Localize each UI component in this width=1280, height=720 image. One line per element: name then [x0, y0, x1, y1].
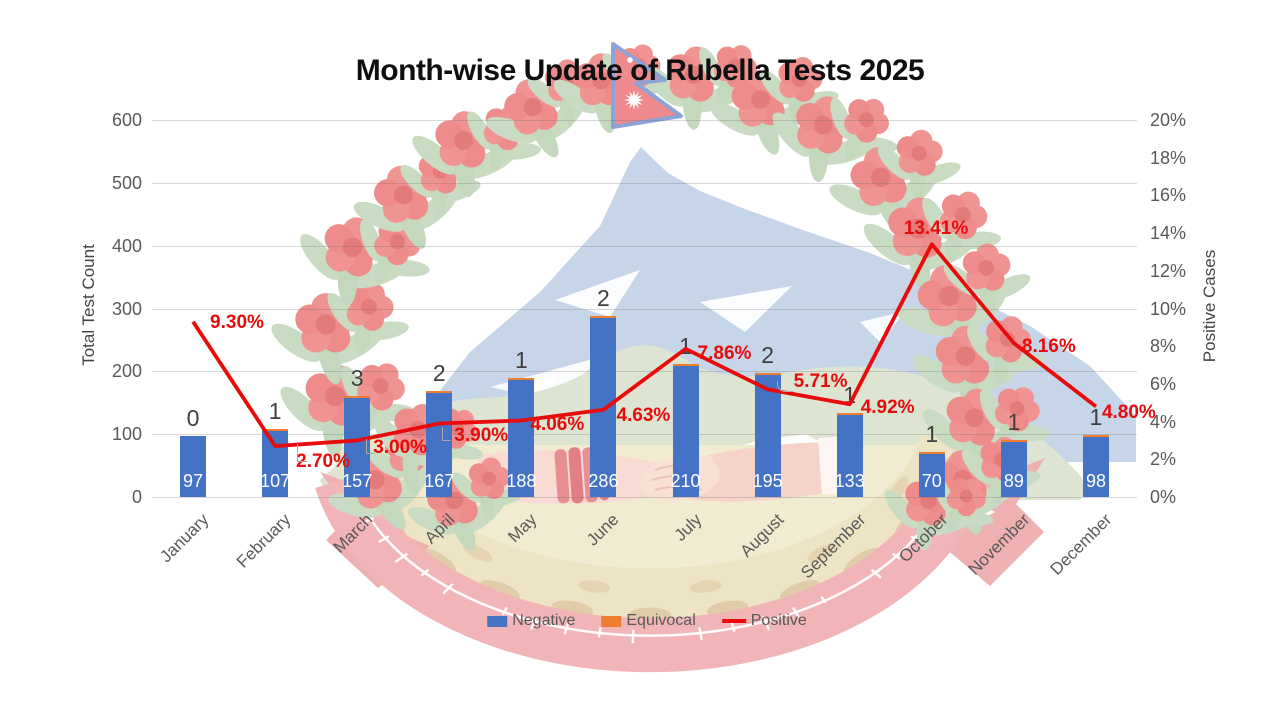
equivocal-count-label: 0	[186, 405, 200, 432]
bar-negative-april	[426, 392, 453, 497]
legend-label: Equivocal	[626, 612, 696, 629]
bar-negative-november	[1000, 442, 1027, 497]
bar-equivocal-july	[672, 364, 699, 367]
equivocal-count-label: 1	[1007, 409, 1021, 436]
label-leader-line	[297, 444, 307, 462]
positive-pct-label-june: 4.63%	[616, 404, 671, 426]
left-axis-tick-label: 400	[111, 235, 142, 256]
equivocal-count-label: 1	[1089, 403, 1103, 430]
bar-value-label: 286	[588, 471, 619, 491]
label-leader-line	[366, 439, 375, 454]
bar-negative-march	[344, 398, 371, 497]
bar-value-label: 195	[752, 471, 783, 491]
gridline	[152, 308, 1137, 310]
bar-value-label: 70	[921, 471, 942, 491]
positive-pct-label-october: 13.41%	[903, 218, 969, 240]
positive-pct-label-august: 5.71%	[793, 371, 848, 393]
bar-negative-january	[180, 436, 207, 497]
bar-value-label: 188	[506, 471, 537, 491]
equivocal-count-label: 2	[432, 359, 446, 386]
bar-equivocal-october	[918, 452, 945, 455]
positive-pct-label-march: 3.00%	[373, 437, 428, 459]
positive-pct-label-january: 9.30%	[210, 311, 264, 333]
bar-equivocal-may	[508, 378, 535, 381]
right-axis-tick-label: 14%	[1150, 223, 1187, 244]
gridline	[152, 120, 1137, 121]
bar-negative-may	[508, 380, 535, 497]
bar-negative-august	[754, 375, 781, 497]
bar-value-label: 167	[424, 471, 455, 491]
right-axis-tick-label: 4%	[1150, 411, 1177, 432]
bar-value-label: 133	[834, 471, 865, 491]
legend-swatch-equivocal	[601, 615, 622, 627]
positive-pct-label-september: 4.92%	[860, 397, 915, 419]
bar-equivocal-november	[1000, 440, 1027, 443]
legend-label: Negative	[512, 612, 576, 629]
right-axis-tick-label: 8%	[1150, 336, 1177, 357]
positive-pct-label-april: 3.90%	[454, 425, 509, 447]
left-axis-tick-label: 300	[111, 298, 142, 319]
right-axis-tick-label: 12%	[1150, 260, 1187, 281]
right-axis-tick-label: 0%	[1150, 487, 1177, 507]
equivocal-count-label: 1	[268, 398, 282, 425]
bar-equivocal-april	[426, 390, 453, 393]
left-axis-tick-label: 100	[111, 424, 142, 445]
legend-swatch-negative	[487, 615, 508, 627]
legend-item-positive: Positive	[721, 612, 807, 630]
left-axis-tick-label: 200	[111, 361, 142, 382]
bar-value-label: 107	[260, 471, 291, 491]
bar-value-label: 97	[183, 471, 204, 491]
positive-line	[191, 242, 1098, 449]
positive-pct-label-may: 4.06%	[530, 414, 585, 436]
right-axis-tick-label: 18%	[1150, 147, 1187, 168]
right-axis-tick-label: 16%	[1150, 185, 1187, 206]
bar-equivocal-march	[344, 396, 371, 399]
legend-swatch-positive	[721, 619, 746, 623]
positive-pct-label-july: 7.86%	[697, 342, 752, 364]
gridline	[152, 434, 1137, 436]
bar-equivocal-september	[836, 412, 863, 415]
label-leader-line	[442, 427, 451, 441]
bar-value-label: 210	[670, 471, 701, 491]
gridline	[152, 371, 1137, 373]
gridline	[152, 245, 1137, 247]
bar-negative-october	[918, 454, 945, 497]
bar-value-label: 157	[342, 471, 373, 491]
label-leader-line	[777, 381, 793, 392]
left-axis-tick-label: 600	[111, 110, 142, 130]
chart-title: Month-wise Update of Rubella Tests 2025	[355, 54, 925, 87]
chart-legend: Negative Equivocal Positive	[487, 612, 807, 630]
equivocal-count-label: 2	[761, 342, 775, 369]
bar-equivocal-august	[754, 373, 781, 376]
gridline	[152, 497, 1137, 498]
right-axis-tick-label: 20%	[1150, 110, 1187, 130]
right-axis-tick-label: 6%	[1150, 373, 1177, 394]
bar-negative-july	[672, 366, 699, 497]
gridline	[152, 182, 1137, 184]
positive-pct-label-november: 8.16%	[1021, 336, 1076, 358]
legend-item-equivocal: Equivocal	[601, 612, 696, 630]
bar-negative-february	[262, 431, 289, 497]
positive-pct-label-february: 2.70%	[296, 451, 350, 473]
bar-equivocal-february	[262, 429, 289, 432]
equivocal-count-label: 2	[597, 285, 610, 312]
bar-negative-december	[1082, 436, 1109, 497]
bar-equivocal-june	[590, 316, 617, 319]
bar-equivocal-december	[1082, 434, 1109, 437]
bar-value-label: 89	[1003, 471, 1024, 491]
bar-negative-september	[836, 414, 863, 497]
legend-label: Positive	[750, 612, 807, 629]
left-axis-tick-label: 500	[111, 172, 142, 193]
legend-item-negative: Negative	[487, 612, 575, 630]
left-axis-tick-label: 0	[131, 487, 142, 507]
right-axis-tick-label: 10%	[1150, 298, 1187, 319]
bar-value-label: 98	[1085, 471, 1106, 491]
equivocal-count-label: 3	[350, 365, 364, 392]
right-axis-tick-label: 2%	[1150, 449, 1177, 470]
positive-pct-label-december: 4.80%	[1101, 401, 1156, 423]
equivocal-count-label: 1	[514, 347, 528, 374]
equivocal-count-label: 1	[925, 421, 939, 448]
